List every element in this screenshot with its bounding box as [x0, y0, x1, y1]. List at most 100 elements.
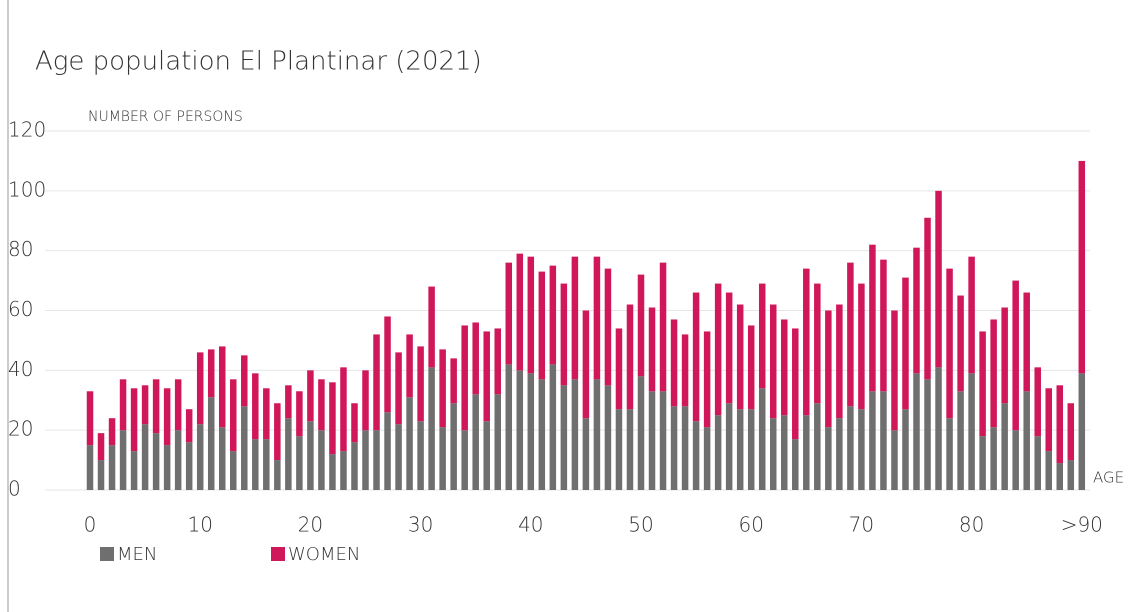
bar-segment [1056, 385, 1064, 464]
bar-segment [108, 418, 116, 446]
bar-segment [913, 247, 920, 374]
legend-label: WOMEN [288, 544, 360, 565]
bar-segment [472, 322, 479, 395]
bar-segment [274, 460, 281, 490]
y-axis-label: NUMBER OF PERSONS [88, 109, 243, 125]
bar-segment [86, 445, 94, 490]
bar-segment [1067, 403, 1075, 461]
bar-segment [637, 376, 645, 490]
bar-segment [968, 373, 975, 490]
bar-segment [196, 352, 204, 425]
bar-segment [141, 424, 149, 490]
x-tick-label: 40 [518, 513, 543, 537]
bar-segment [758, 388, 766, 490]
y-tick-label: 100 [8, 177, 46, 201]
bar-segment [858, 283, 865, 410]
bar-segment [152, 379, 160, 434]
bar-segment [736, 409, 744, 490]
bar-segment [406, 397, 413, 490]
bar-segment [714, 283, 722, 416]
bar-segment [571, 256, 579, 380]
y-tick-label: 40 [8, 357, 33, 381]
bar-segment [285, 418, 292, 490]
bar-segment [241, 406, 248, 490]
bar-segment [582, 418, 590, 490]
bar-segment [516, 370, 524, 490]
bar-segment [1001, 403, 1008, 490]
bar-segment [108, 445, 116, 490]
bar-segment [252, 439, 259, 490]
x-axis-label: AGE [1093, 469, 1124, 487]
bar-segment [825, 310, 832, 428]
bar-segment [670, 406, 678, 490]
bar-segment [296, 436, 303, 490]
bar-segment [329, 382, 336, 455]
bar-segment [119, 379, 127, 431]
bar-segment [384, 412, 391, 490]
bar-segment [218, 427, 226, 490]
bar-segment [185, 409, 193, 443]
bar-segment [461, 325, 468, 431]
bar-segment [1045, 388, 1052, 452]
bar-segment [1078, 160, 1086, 374]
legend-label: MEN [117, 544, 157, 565]
bar-segment [935, 367, 942, 490]
bar-segment [428, 367, 435, 490]
bar-segment [681, 334, 689, 407]
bar-segment [593, 256, 601, 380]
bar-segment [957, 295, 964, 392]
x-tick-label: 30 [408, 513, 433, 537]
bar-segment [549, 364, 557, 490]
bar-segment [913, 373, 920, 490]
bar-segment [439, 349, 446, 428]
bar-segment [263, 439, 270, 490]
bar-segment [979, 331, 986, 437]
bar-segment [825, 427, 832, 490]
bar-segment [924, 217, 931, 380]
bar-segment [659, 262, 667, 392]
bar-segment [373, 334, 380, 431]
bar-segment [1023, 292, 1030, 392]
bar-segment [196, 424, 204, 490]
bar-segment [758, 283, 766, 389]
bar-segment [891, 310, 898, 431]
bar-segment [692, 292, 700, 422]
x-tick-label: 10 [187, 513, 212, 537]
bar-segment [395, 352, 402, 425]
bar-segment [351, 403, 358, 443]
bar-segment [362, 430, 369, 490]
bar-segment [318, 379, 325, 431]
y-tick-label: 20 [8, 417, 33, 441]
bar-segment [1034, 367, 1041, 437]
bar-segment [714, 415, 722, 490]
bar-segment [450, 358, 457, 404]
bar-segment [340, 367, 347, 452]
bar-segment [946, 418, 953, 490]
bar-segment [141, 385, 149, 425]
bar-segment [769, 304, 777, 419]
bar-segment [703, 427, 711, 490]
bar-segment [781, 415, 788, 490]
bar-segment [417, 421, 424, 490]
bar-segment [483, 331, 490, 422]
y-tick-label: 0 [8, 477, 21, 501]
bar-segment [130, 451, 138, 490]
bar-segment [869, 244, 876, 392]
bar-segment [218, 346, 226, 428]
bar-segment [285, 385, 292, 419]
bar-segment [836, 418, 843, 490]
bar-segment [637, 274, 645, 377]
bar-segment [428, 286, 435, 368]
bar-segment [318, 430, 325, 490]
bar-segment [968, 256, 975, 374]
bar-segment [560, 385, 568, 490]
bar-segment [1067, 460, 1075, 490]
bar-segment [847, 262, 854, 407]
bar-segment [880, 259, 887, 392]
bar-segment [880, 391, 887, 490]
bar-segment [902, 409, 909, 490]
x-tick-label: 20 [298, 513, 323, 537]
bar-segment [747, 325, 755, 410]
bar-segment [803, 415, 810, 490]
